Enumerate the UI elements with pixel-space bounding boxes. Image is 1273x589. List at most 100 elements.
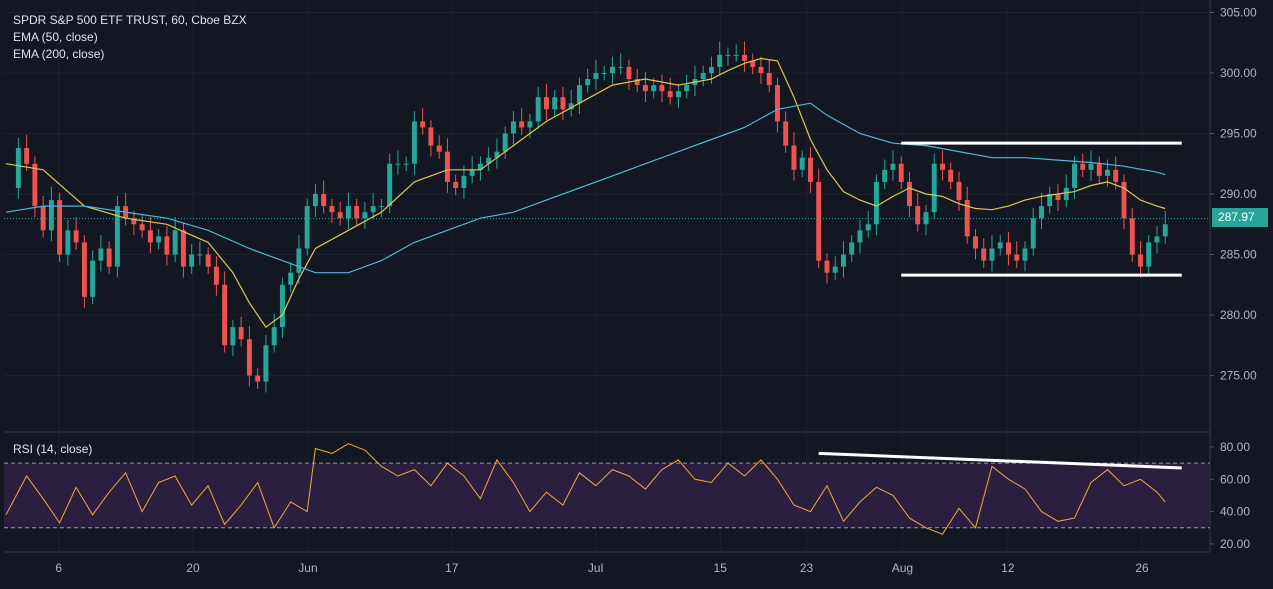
candle-body — [156, 236, 162, 243]
candle-body — [189, 254, 195, 267]
candle-body — [354, 206, 360, 219]
candle-body — [90, 260, 96, 297]
candle-body — [180, 230, 186, 267]
time-tick-label: Aug — [892, 561, 913, 575]
candle-body — [263, 345, 269, 382]
candle-body — [1146, 242, 1152, 267]
main-legend: SPDR S&P 500 ETF TRUST, 60, Cboe BZX EMA… — [13, 12, 247, 63]
candle-body — [1105, 169, 1110, 176]
candle-body — [989, 248, 995, 261]
candle-body — [840, 254, 846, 267]
candle-body — [230, 327, 236, 346]
candle-body — [1154, 236, 1160, 243]
candle-body — [329, 206, 335, 213]
candle-body — [461, 175, 467, 188]
candle-body — [585, 79, 591, 86]
candle-body — [65, 230, 71, 255]
candle-body — [238, 327, 244, 340]
candle-body — [1006, 242, 1011, 255]
candle-body — [98, 248, 104, 261]
candle-body — [626, 66, 632, 80]
candle-body — [139, 224, 145, 231]
candle-body — [296, 248, 302, 273]
candle-body — [576, 85, 582, 104]
candle-body — [444, 151, 450, 182]
candle-body — [1129, 218, 1135, 255]
time-tick-label: 20 — [186, 561, 200, 575]
candle-body — [807, 157, 813, 182]
candle-body — [81, 242, 87, 297]
candle-body — [766, 72, 772, 86]
candle-body — [642, 85, 648, 92]
candle-body — [915, 206, 921, 225]
candle-body — [403, 163, 409, 165]
candle-body — [667, 91, 673, 98]
candle-body — [24, 148, 30, 164]
candle-body — [832, 266, 838, 273]
candle-body — [453, 181, 459, 188]
candle-body — [246, 339, 252, 376]
rsi-panel — [4, 443, 1210, 535]
rsi-title: RSI (14, close) — [13, 442, 93, 456]
ema200-line — [5, 102, 1166, 274]
candle-body — [519, 121, 525, 128]
candle-body — [783, 121, 789, 146]
candle-body — [304, 206, 310, 249]
candle-body — [708, 66, 714, 73]
candle-body — [527, 121, 533, 128]
ema200-legend: EMA (200, close) — [13, 47, 105, 61]
time-tick-label: Jun — [298, 561, 317, 575]
candle-body — [255, 375, 261, 382]
candle-body — [997, 242, 1003, 249]
price-tick-label: 275.00 — [1220, 369, 1257, 383]
candle-body — [1088, 163, 1094, 170]
rsi-tick-label: 80.00 — [1220, 440, 1250, 454]
candle-body — [147, 230, 153, 243]
candle-body — [1014, 254, 1020, 261]
rsi-legend: RSI (14, close) — [13, 441, 92, 458]
time-tick-label: 26 — [1135, 561, 1149, 575]
candle-body — [271, 327, 277, 346]
candle-body — [1080, 163, 1086, 170]
candle-body — [428, 127, 434, 146]
price-tick-label: 295.00 — [1220, 126, 1257, 140]
candle-body — [609, 66, 615, 73]
candle-body — [395, 163, 401, 165]
rsi-tick-label: 60.00 — [1220, 472, 1250, 486]
time-tick-label: 12 — [1001, 561, 1015, 575]
candle-body — [552, 97, 558, 110]
candle-body — [222, 284, 228, 346]
price-tick-label: 290.00 — [1220, 187, 1257, 201]
candle-body — [486, 157, 492, 164]
candle-body — [873, 181, 879, 225]
candle-body — [312, 194, 318, 207]
candle-body — [948, 169, 954, 182]
candle-body — [758, 66, 764, 73]
candle-body — [288, 272, 294, 285]
price-tick-label: 300.00 — [1220, 66, 1257, 80]
ema50-line — [5, 57, 1166, 328]
rsi-tick-label: 40.00 — [1220, 505, 1250, 519]
candle-body — [898, 163, 904, 182]
chart-title: SPDR S&P 500 ETF TRUST, 60, Cboe BZX — [13, 13, 247, 27]
axes: 305.00 300.00 295.00 290.00 285.00 280.00 275.… — [55, 5, 1257, 575]
time-tick-label: 23 — [800, 561, 814, 575]
candle-body — [337, 212, 343, 219]
candle-body — [510, 121, 516, 134]
candle-body — [279, 284, 285, 328]
candle-body — [1039, 206, 1044, 219]
candle-body — [535, 97, 541, 122]
candle-body — [741, 54, 747, 61]
candle-body — [387, 163, 393, 207]
candle-body — [1022, 248, 1028, 261]
candle-body — [494, 151, 500, 158]
price-tick-label: 305.00 — [1220, 5, 1257, 19]
candle-body — [15, 148, 21, 188]
candle-body — [601, 72, 607, 74]
time-tick-label: Jul — [588, 561, 603, 575]
candle-body — [420, 121, 426, 128]
candle-body — [568, 103, 574, 110]
candle-body — [73, 230, 79, 243]
candle-body — [436, 145, 442, 152]
